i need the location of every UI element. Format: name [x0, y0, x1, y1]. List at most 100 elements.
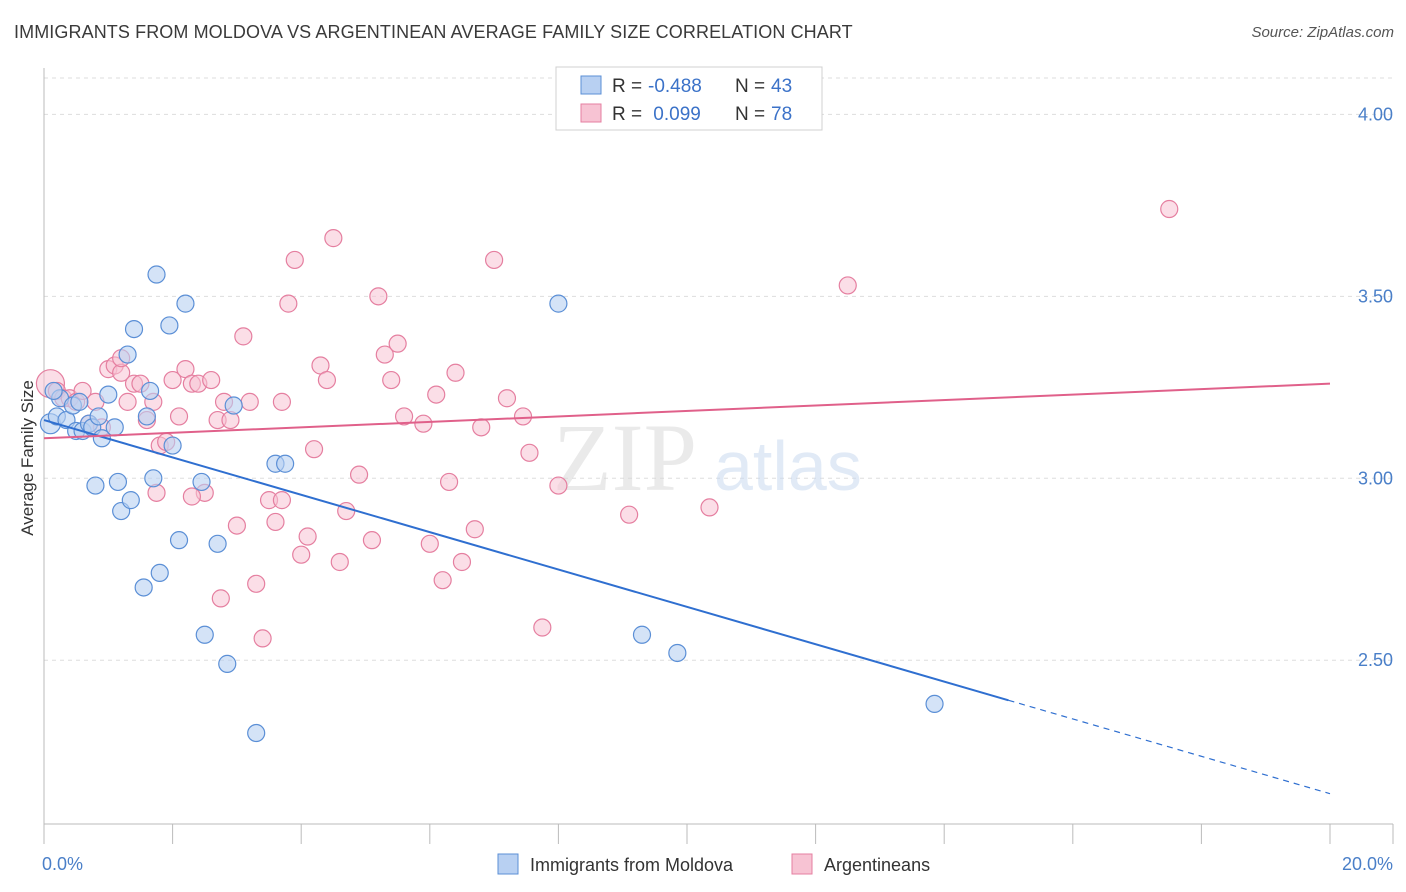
data-point-argentineans	[382, 370, 401, 390]
gridlines	[44, 77, 1393, 661]
data-point-argentineans	[472, 418, 491, 437]
data-point-moldova	[134, 578, 153, 597]
y-tick-label: 3.50	[1358, 286, 1393, 306]
legend-r-value-2: 0.099	[648, 104, 701, 125]
data-point-argentineans	[620, 505, 639, 524]
data-point-argentineans	[369, 287, 388, 306]
correlation-legend: R = -0.488 N = 43 R = 0.099 N = 78	[555, 66, 823, 131]
data-point-argentineans	[375, 345, 394, 364]
data-point-argentineans	[285, 250, 304, 270]
data-point-moldova	[224, 396, 243, 415]
data-point-argentineans	[279, 294, 298, 313]
bottom-legend-swatch-blue	[497, 853, 519, 875]
y-tick-label: 2.50	[1358, 650, 1393, 670]
data-point-moldova	[86, 476, 105, 495]
data-point-moldova	[925, 694, 944, 714]
data-point-moldova	[549, 294, 568, 313]
data-point-moldova	[70, 392, 89, 411]
trend-line-moldova-extrapolated	[1008, 699, 1331, 795]
data-point-moldova	[247, 723, 266, 743]
data-point-argentineans	[240, 392, 259, 411]
data-point-argentineans	[253, 629, 272, 648]
data-point-argentineans	[362, 531, 382, 550]
data-point-argentineans	[485, 250, 504, 270]
data-point-argentineans	[272, 392, 292, 411]
bottom-legend-label-pink: Argentineans	[824, 855, 930, 875]
data-point-argentineans	[304, 440, 324, 459]
legend-n-value-1: 43	[771, 76, 792, 97]
data-point-argentineans	[838, 276, 857, 295]
data-point-moldova	[668, 643, 687, 663]
data-point-argentineans	[549, 476, 568, 495]
data-point-argentineans	[700, 498, 719, 517]
data-point-argentineans	[337, 501, 356, 521]
data-point-argentineans	[324, 229, 343, 248]
data-point-argentineans	[163, 370, 182, 390]
data-point-moldova	[195, 625, 214, 644]
data-point-moldova	[163, 436, 182, 455]
data-point-argentineans	[266, 512, 285, 532]
legend-swatch-blue	[580, 75, 602, 95]
data-point-argentineans	[420, 534, 439, 553]
trend-line-argentineans	[43, 382, 1331, 440]
data-point-argentineans	[427, 385, 446, 404]
data-point-argentineans	[497, 389, 517, 408]
data-point-moldova	[208, 534, 227, 553]
data-point-moldova	[105, 418, 124, 437]
data-point-argentineans	[388, 334, 407, 353]
data-point-moldova	[176, 294, 195, 313]
legend-n-value-2: 78	[771, 104, 792, 125]
data-point-argentineans	[452, 552, 472, 572]
y-tick-label: 4.00	[1358, 104, 1393, 124]
data-point-argentineans	[247, 574, 266, 593]
data-point-moldova	[99, 385, 118, 404]
data-point-moldova	[124, 319, 144, 339]
data-point-argentineans	[234, 327, 253, 346]
data-point-argentineans	[446, 363, 465, 382]
data-point-moldova	[169, 531, 189, 550]
legend-r-value-1: -0.488	[648, 76, 702, 97]
data-point-moldova	[118, 345, 137, 364]
data-point-moldova	[160, 316, 179, 335]
data-point-argentineans	[330, 552, 349, 572]
legend-n-label-2: N =	[735, 104, 765, 125]
data-point-moldova	[192, 472, 211, 492]
data-point-moldova	[276, 454, 295, 473]
source-label: Source: ZipAtlas.com	[1251, 24, 1394, 41]
data-point-argentineans	[465, 520, 484, 539]
data-point-argentineans	[433, 571, 452, 590]
trend-lines	[43, 382, 1331, 795]
watermark: ZIP atlas	[553, 404, 862, 511]
data-point-moldova	[632, 625, 652, 644]
data-point-argentineans	[272, 491, 292, 510]
axes	[43, 68, 1394, 844]
data-point-argentineans	[317, 370, 337, 390]
bottom-legend-label-blue: Immigrants from Moldova	[530, 855, 734, 875]
data-point-argentineans	[1160, 199, 1179, 219]
data-point-argentineans	[182, 487, 201, 506]
data-point-argentineans	[292, 545, 311, 564]
data-point-argentineans	[349, 465, 369, 484]
data-point-argentineans	[520, 443, 539, 462]
data-point-moldova	[137, 407, 156, 426]
data-point-moldova	[121, 491, 140, 510]
watermark-atlas: atlas	[714, 427, 862, 505]
y-axis-title: Average Family Size	[18, 380, 37, 536]
data-point-moldova	[144, 469, 163, 488]
data-point-argentineans	[414, 414, 433, 433]
series-legend: Immigrants from Moldova Argentineans	[497, 853, 930, 875]
data-point-argentineans	[533, 618, 552, 637]
data-point-argentineans	[202, 370, 221, 390]
trend-line-moldova	[43, 419, 1009, 702]
data-point-argentineans	[169, 407, 189, 426]
y-tick-labels: 2.50 3.00 3.50 4.00	[1358, 104, 1393, 670]
data-point-argentineans	[118, 392, 137, 411]
data-point-argentineans	[298, 527, 317, 546]
legend-r-label-2: R =	[612, 104, 642, 125]
data-point-moldova	[44, 381, 63, 401]
x-tick-min: 0.0%	[42, 854, 83, 874]
data-point-moldova	[108, 472, 128, 492]
data-point-argentineans	[227, 516, 246, 535]
x-tick-max: 20.0%	[1342, 854, 1393, 874]
